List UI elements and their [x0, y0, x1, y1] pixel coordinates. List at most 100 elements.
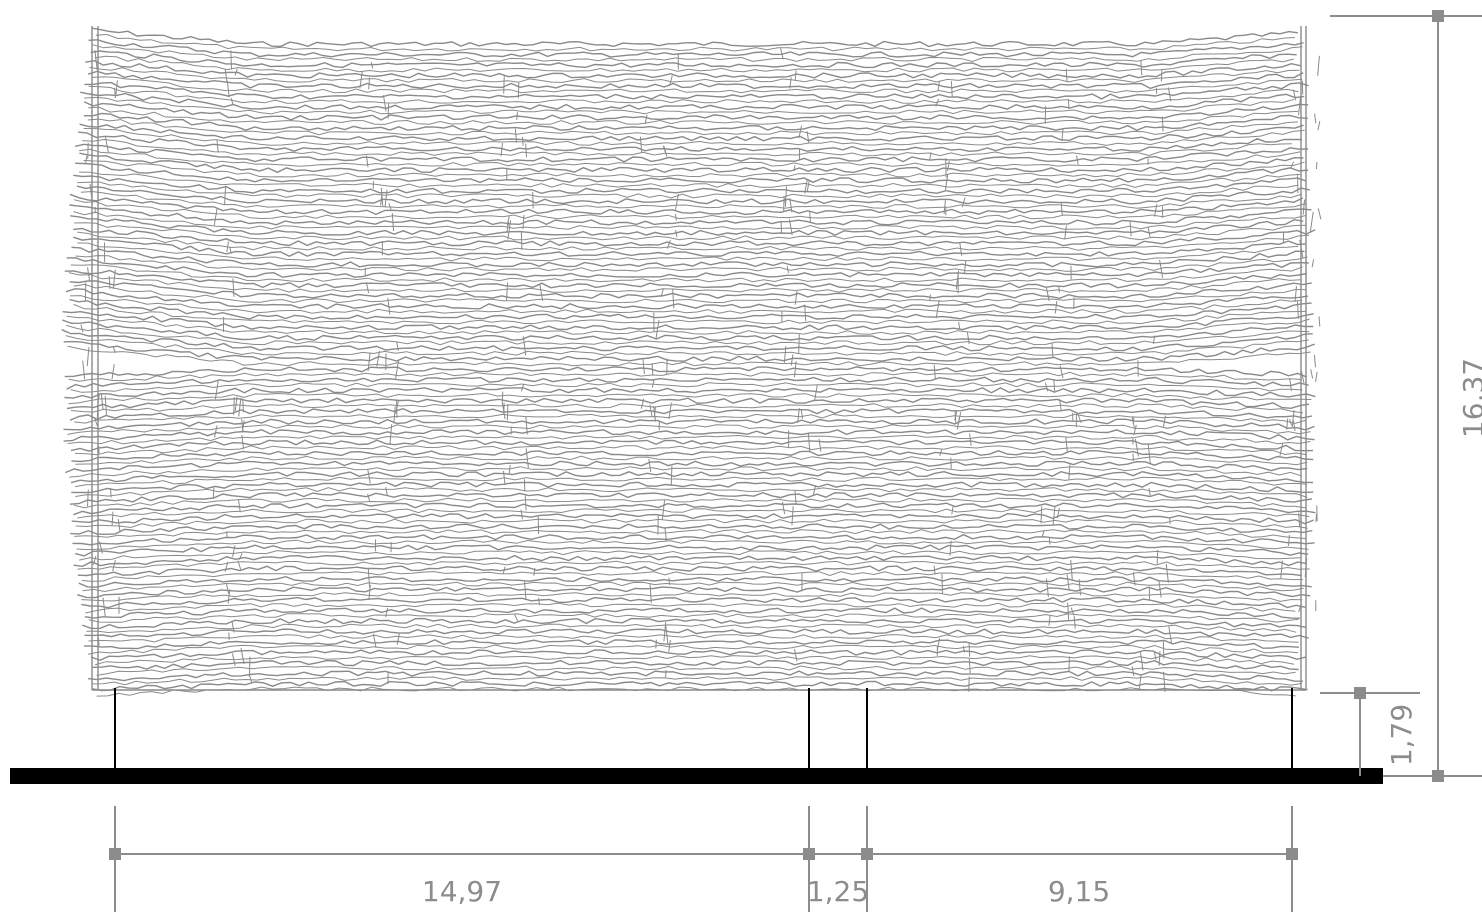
foliage-hatch-line — [81, 596, 1306, 609]
foliage-texture-stroke — [503, 74, 505, 94]
foliage-texture-stroke — [651, 363, 654, 376]
clearance-dimension: 1,79 — [1320, 687, 1420, 776]
foliage-texture-stroke — [1048, 615, 1051, 626]
foliage-texture-stroke — [666, 240, 671, 249]
foliage-texture-stroke — [951, 506, 954, 515]
foliage-hatch-line — [75, 455, 1308, 466]
foliage-texture-stroke — [1292, 420, 1296, 432]
ground-line — [10, 768, 1383, 784]
foliage-texture-stroke — [525, 143, 527, 158]
foliage-texture-stroke — [798, 125, 803, 139]
foliage-texture-stroke — [365, 155, 369, 168]
foliage-hatch-line — [69, 204, 1312, 226]
foliage-hatch-line — [74, 222, 1307, 241]
foliage-texture-stroke — [1289, 378, 1292, 391]
foliage-hatch-line — [82, 617, 1307, 630]
foliage-texture-stroke — [111, 511, 114, 526]
foliage-texture-stroke — [950, 81, 953, 98]
foliage-hatch-line — [77, 181, 1299, 199]
foliage-texture-stroke — [520, 509, 523, 520]
foliage-texture-stroke — [1161, 116, 1164, 132]
foliage-texture-stroke — [104, 395, 107, 416]
foliage-texture-stroke — [947, 161, 950, 171]
foliage-hatch-line — [70, 523, 1313, 536]
foliage-hatch-line — [71, 450, 1314, 463]
foliage-texture-stroke — [655, 639, 657, 649]
foliage-hatch-line — [77, 231, 1310, 251]
foliage-texture-stroke — [94, 50, 98, 71]
foliage-texture-stroke — [226, 80, 230, 98]
foliage-texture-stroke — [1294, 286, 1297, 303]
foliage-texture-stroke — [393, 406, 396, 424]
foliage-hatch-line — [65, 460, 1308, 474]
foliage-hatch-line — [65, 288, 1309, 310]
foliage-texture-stroke — [87, 267, 91, 281]
foliage-texture-stroke — [949, 540, 952, 556]
foliage-hatch-line — [87, 644, 1298, 655]
foliage-texture-stroke — [82, 360, 86, 380]
foliage-texture-stroke — [1067, 99, 1070, 110]
foliage-texture-stroke — [648, 458, 652, 472]
foliage-hatch-line — [66, 324, 1310, 346]
foliage-texture-stroke — [661, 500, 666, 520]
foliage-texture-stroke — [1163, 415, 1166, 427]
foliage-hatch-line — [87, 70, 1304, 90]
foliage-hatch-line — [66, 315, 1310, 335]
foliage-texture-stroke — [385, 607, 389, 618]
foliage-texture-stroke — [112, 269, 116, 290]
foliage-texture-stroke — [797, 408, 800, 424]
foliage-texture-stroke — [238, 397, 242, 417]
foliage-texture-stroke — [108, 276, 111, 290]
foliage-texture-stroke — [1056, 507, 1060, 519]
foliage-texture-stroke — [786, 265, 789, 274]
foliage-hatch-line — [71, 512, 1314, 525]
overall-height-tick-top — [1432, 10, 1444, 22]
foliage-texture-stroke — [359, 71, 363, 89]
foliage-hatch-line — [84, 628, 1309, 639]
foliage-texture-stroke — [1070, 607, 1075, 616]
foliage-texture-stroke — [525, 416, 528, 435]
foliage-hatch-line — [82, 138, 1293, 157]
foliage-hatch-line — [83, 112, 1308, 132]
foliage-texture-stroke — [950, 457, 952, 469]
foliage-texture-stroke — [1167, 87, 1172, 102]
foliage-hatch-line — [92, 44, 1303, 63]
foliage-texture-stroke — [1052, 506, 1056, 525]
foliage-texture-stroke — [370, 62, 374, 69]
foliage-texture-stroke — [806, 181, 810, 192]
foliage-hatch-line — [84, 81, 1309, 100]
foliage-hatch-line — [64, 366, 1307, 378]
foliage-texture-stroke — [368, 77, 370, 90]
foliage-texture-stroke — [666, 358, 668, 376]
foliage-hatch-line — [77, 242, 1299, 262]
foliage-texture-stroke — [1314, 113, 1317, 124]
foliage-texture-stroke — [935, 300, 940, 319]
foliage-hatch-line — [91, 27, 1298, 48]
foliage-texture-stroke — [668, 402, 672, 420]
foliage-hatch-line — [80, 91, 1305, 111]
foliage-texture-stroke — [516, 111, 518, 120]
foliage-texture-stroke — [649, 404, 653, 417]
foliage-hatch-line — [76, 539, 1309, 551]
foliage-texture-stroke — [1297, 300, 1299, 319]
foliage-texture-stroke — [780, 48, 784, 60]
foliage-texture-stroke — [1131, 666, 1135, 676]
foliage-texture-stroke — [1311, 259, 1315, 268]
foliage-texture-stroke — [1154, 652, 1157, 660]
foliage-texture-stroke — [806, 131, 810, 144]
foliage-hatch-line — [73, 497, 1306, 509]
foliage-texture-stroke — [117, 519, 121, 533]
foliage-texture-stroke — [1313, 354, 1316, 368]
foliage-hatch-line — [84, 607, 1300, 619]
foliage-hatch-line — [77, 565, 1302, 577]
foliage-texture-stroke — [1133, 424, 1137, 436]
foliage-hatch-line — [75, 487, 1308, 498]
foliage-texture-stroke — [789, 198, 793, 213]
foliage-texture-stroke — [502, 566, 506, 574]
clearance-label: 1,79 — [1385, 704, 1418, 766]
foliage-texture-stroke — [1058, 285, 1060, 293]
foliage-texture-stroke — [229, 247, 232, 254]
foliage-hatch-line — [69, 466, 1302, 478]
foliage-texture-stroke — [522, 336, 527, 356]
foliage-texture-stroke — [539, 284, 544, 301]
